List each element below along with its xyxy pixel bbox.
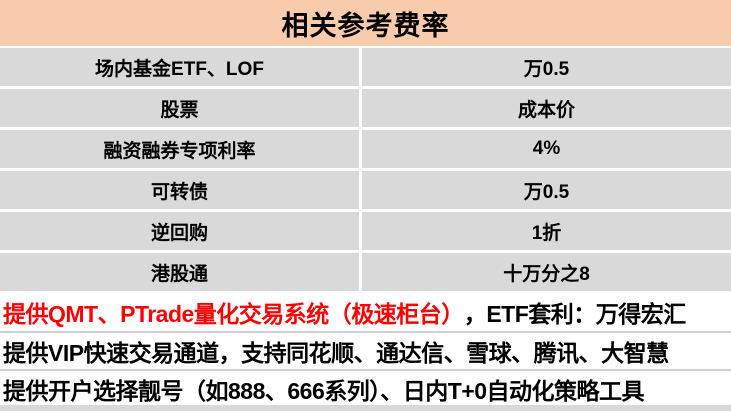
fee-row-label: 股票 — [0, 89, 359, 127]
fee-row-label: 逆回购 — [0, 212, 359, 250]
promo-line-qmt-highlight: 提供QMT、PTrade量化交易系统（极速柜台） — [3, 301, 464, 327]
fee-row-label: 融资融券专项利率 — [0, 130, 359, 168]
promo-footer: 提供QMT、PTrade量化交易系统（极速柜台） ，ETF套利：万得宏汇 提供V… — [0, 293, 731, 407]
fee-row-value: 1折 — [362, 212, 731, 250]
bottom-border-strip — [0, 405, 731, 411]
promo-line-account-text: 提供开户选择靓号（如888、666系列）、日内T+0自动化策略工具 — [3, 378, 645, 404]
promo-line-account: 提供开户选择靓号（如888、666系列）、日内T+0自动化策略工具 — [0, 369, 731, 407]
fee-row-value: 4% — [362, 130, 731, 168]
fee-row-label: 场内基金ETF、LOF — [0, 48, 359, 86]
fee-row-label: 港股通 — [0, 253, 359, 291]
promo-line-qmt: 提供QMT、PTrade量化交易系统（极速柜台） ，ETF套利：万得宏汇 — [0, 293, 731, 331]
promo-line-vip-text: 提供VIP快速交易通道，支持同花顺、通达信、雪球、腾讯、大智慧 — [3, 340, 669, 366]
promo-line-qmt-rest: ，ETF套利：万得宏汇 — [463, 301, 686, 327]
fee-row-value: 万0.5 — [362, 171, 731, 209]
fee-row-value: 成本价 — [362, 89, 731, 127]
fee-table: 场内基金ETF、LOF 万0.5 股票 成本价 融资融券专项利率 4% 可转债 … — [0, 48, 731, 291]
table-header-band: 相关参考费率 — [0, 0, 731, 46]
page-title: 相关参考费率 — [281, 10, 450, 41]
fee-row-value: 十万分之8 — [362, 253, 731, 291]
promo-line-vip: 提供VIP快速交易通道，支持同花顺、通达信、雪球、腾讯、大智慧 — [0, 331, 731, 369]
fee-row-label: 可转债 — [0, 171, 359, 209]
fee-row-value: 万0.5 — [362, 48, 731, 86]
